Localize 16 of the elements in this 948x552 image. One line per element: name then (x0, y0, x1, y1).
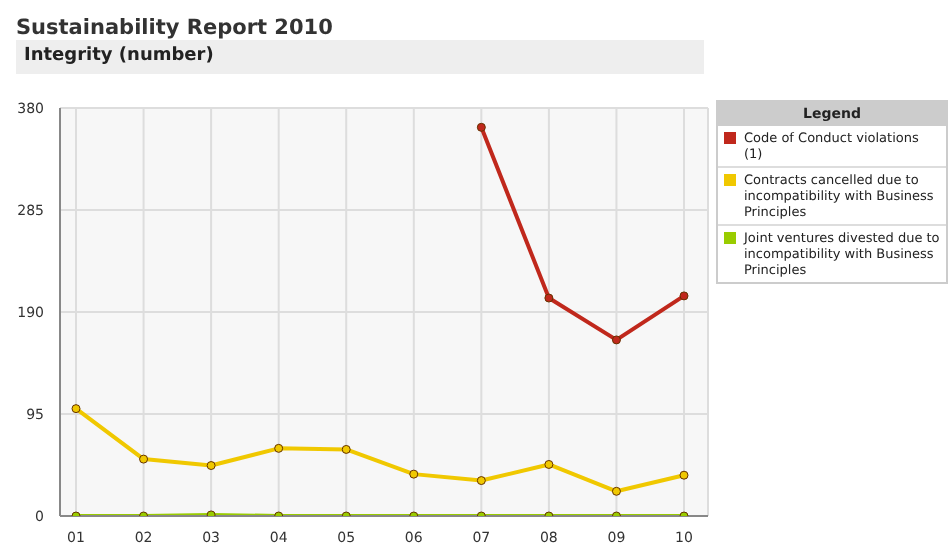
point (274, 443, 284, 453)
point (611, 335, 621, 345)
point (476, 122, 486, 132)
point (544, 293, 554, 303)
point (206, 461, 216, 471)
point (139, 454, 149, 464)
chart-subtitle: Integrity (number) (16, 40, 704, 74)
point (611, 486, 621, 496)
point (679, 291, 689, 301)
chart-title: Sustainability Report 2010 (16, 16, 333, 40)
point (544, 459, 554, 469)
point (476, 476, 486, 486)
point (71, 404, 81, 414)
point (341, 444, 351, 454)
point (679, 470, 689, 480)
point (409, 469, 419, 479)
